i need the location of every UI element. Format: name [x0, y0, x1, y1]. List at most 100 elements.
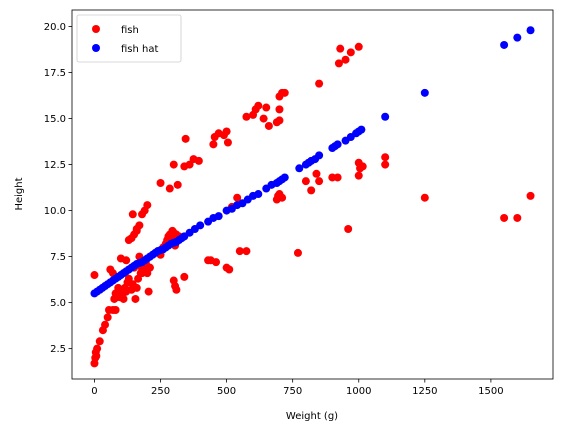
fish-point: [307, 186, 316, 195]
x-tick-label: 0: [91, 386, 97, 397]
fish-point: [169, 160, 178, 169]
fish-point: [336, 44, 345, 53]
fish-hat-point: [526, 26, 535, 35]
fish-point: [526, 191, 535, 200]
fish-point: [165, 184, 174, 193]
fish-point: [173, 180, 182, 189]
fish-point: [101, 320, 110, 329]
x-tick-label: 750: [283, 386, 302, 397]
fish-point: [278, 193, 287, 202]
fish-hat-point: [196, 221, 205, 230]
y-tick-label: 10.0: [44, 206, 66, 217]
fish-point: [333, 173, 342, 182]
fish-point: [212, 258, 221, 267]
y-tick-label: 12.5: [44, 160, 66, 171]
axes-frame: [71, 9, 554, 380]
y-tick-label: 7.5: [50, 252, 66, 263]
y-tick-label: 17.5: [44, 68, 66, 79]
legend-marker-fish-hat: [92, 44, 100, 52]
y-axis-ticks: 2.5 5.0 7.5 10.0 12.5 15.0 17.5 20.0: [44, 22, 72, 355]
fish-hat-point: [381, 112, 390, 121]
fish-point: [209, 140, 218, 149]
legend-marker-fish: [92, 25, 100, 33]
fish-point: [131, 294, 140, 303]
fish-point: [334, 59, 343, 68]
fish-point: [242, 112, 251, 121]
fish-point: [275, 116, 284, 125]
x-tick-label: 1000: [346, 386, 371, 397]
fish-point: [119, 294, 128, 303]
fish-point: [95, 337, 104, 346]
fish-point: [341, 55, 350, 64]
y-tick-label: 2.5: [50, 344, 66, 355]
fish-point: [301, 177, 310, 186]
fish-point: [344, 225, 353, 234]
fish-point: [185, 160, 194, 169]
fish-point: [180, 272, 189, 281]
legend: fish fish hat: [76, 14, 182, 63]
fish-point: [262, 103, 271, 112]
fish-point: [222, 127, 231, 136]
x-axis-label: Weight (g): [286, 411, 338, 422]
fish-point: [132, 283, 141, 292]
fish-hat-point: [295, 164, 304, 173]
fish-point: [259, 114, 268, 123]
fish-point: [145, 263, 154, 272]
fish-point: [103, 313, 112, 322]
fish-point: [172, 285, 181, 294]
fish-point: [233, 193, 242, 202]
fish-point: [293, 248, 302, 257]
fish-point: [93, 344, 102, 353]
fish-hat-point: [254, 190, 263, 199]
fish-point: [420, 193, 429, 202]
fish-point: [194, 156, 203, 165]
legend-box: [76, 14, 182, 63]
fish-point: [381, 160, 390, 169]
fish-point: [181, 134, 190, 143]
y-tick-label: 15.0: [44, 114, 66, 125]
fish-point: [381, 153, 390, 162]
fish-point: [312, 169, 321, 178]
fish-point: [90, 271, 99, 280]
x-tick-label: 500: [217, 386, 236, 397]
fish-point: [144, 287, 153, 296]
fish-point: [111, 305, 120, 314]
fish-point: [223, 138, 232, 147]
fish-hat-point: [280, 173, 289, 182]
fish-point: [254, 101, 263, 110]
fish-hat-point: [214, 212, 223, 221]
fish-point: [280, 88, 289, 97]
y-tick-label: 20.0: [44, 22, 66, 33]
fish-point: [275, 105, 284, 114]
fish-point: [264, 121, 273, 130]
fish-hat-point: [357, 125, 366, 134]
fish-point: [315, 177, 324, 186]
fish-point: [128, 210, 137, 219]
x-tick-label: 250: [151, 386, 170, 397]
fish-point: [92, 352, 101, 360]
fish-point: [354, 171, 363, 180]
fish-point: [346, 48, 355, 57]
plot-marks: [90, 26, 535, 368]
fish-point: [225, 265, 234, 274]
fish-point: [358, 162, 367, 171]
x-axis-ticks: 0 250 500 750 1000 1250 1500: [91, 379, 504, 397]
fish-point: [354, 42, 363, 51]
y-tick-label: 5.0: [50, 298, 66, 309]
fish-point: [513, 213, 522, 222]
fish-hat-point: [513, 33, 522, 42]
legend-label-fish: fish: [121, 25, 139, 36]
x-tick-label: 1500: [478, 386, 503, 397]
fish-point: [132, 226, 141, 235]
x-tick-label: 1250: [412, 386, 437, 397]
fish-hat-point: [315, 151, 324, 160]
fish-point: [500, 213, 509, 222]
fish-hat-point: [420, 88, 429, 97]
fish-point: [156, 179, 165, 187]
fish-point: [122, 256, 131, 265]
fish-point: [242, 247, 251, 256]
fish-hat-point: [333, 140, 342, 149]
fish-point: [235, 247, 244, 256]
legend-label-fish-hat: fish hat: [121, 44, 158, 55]
